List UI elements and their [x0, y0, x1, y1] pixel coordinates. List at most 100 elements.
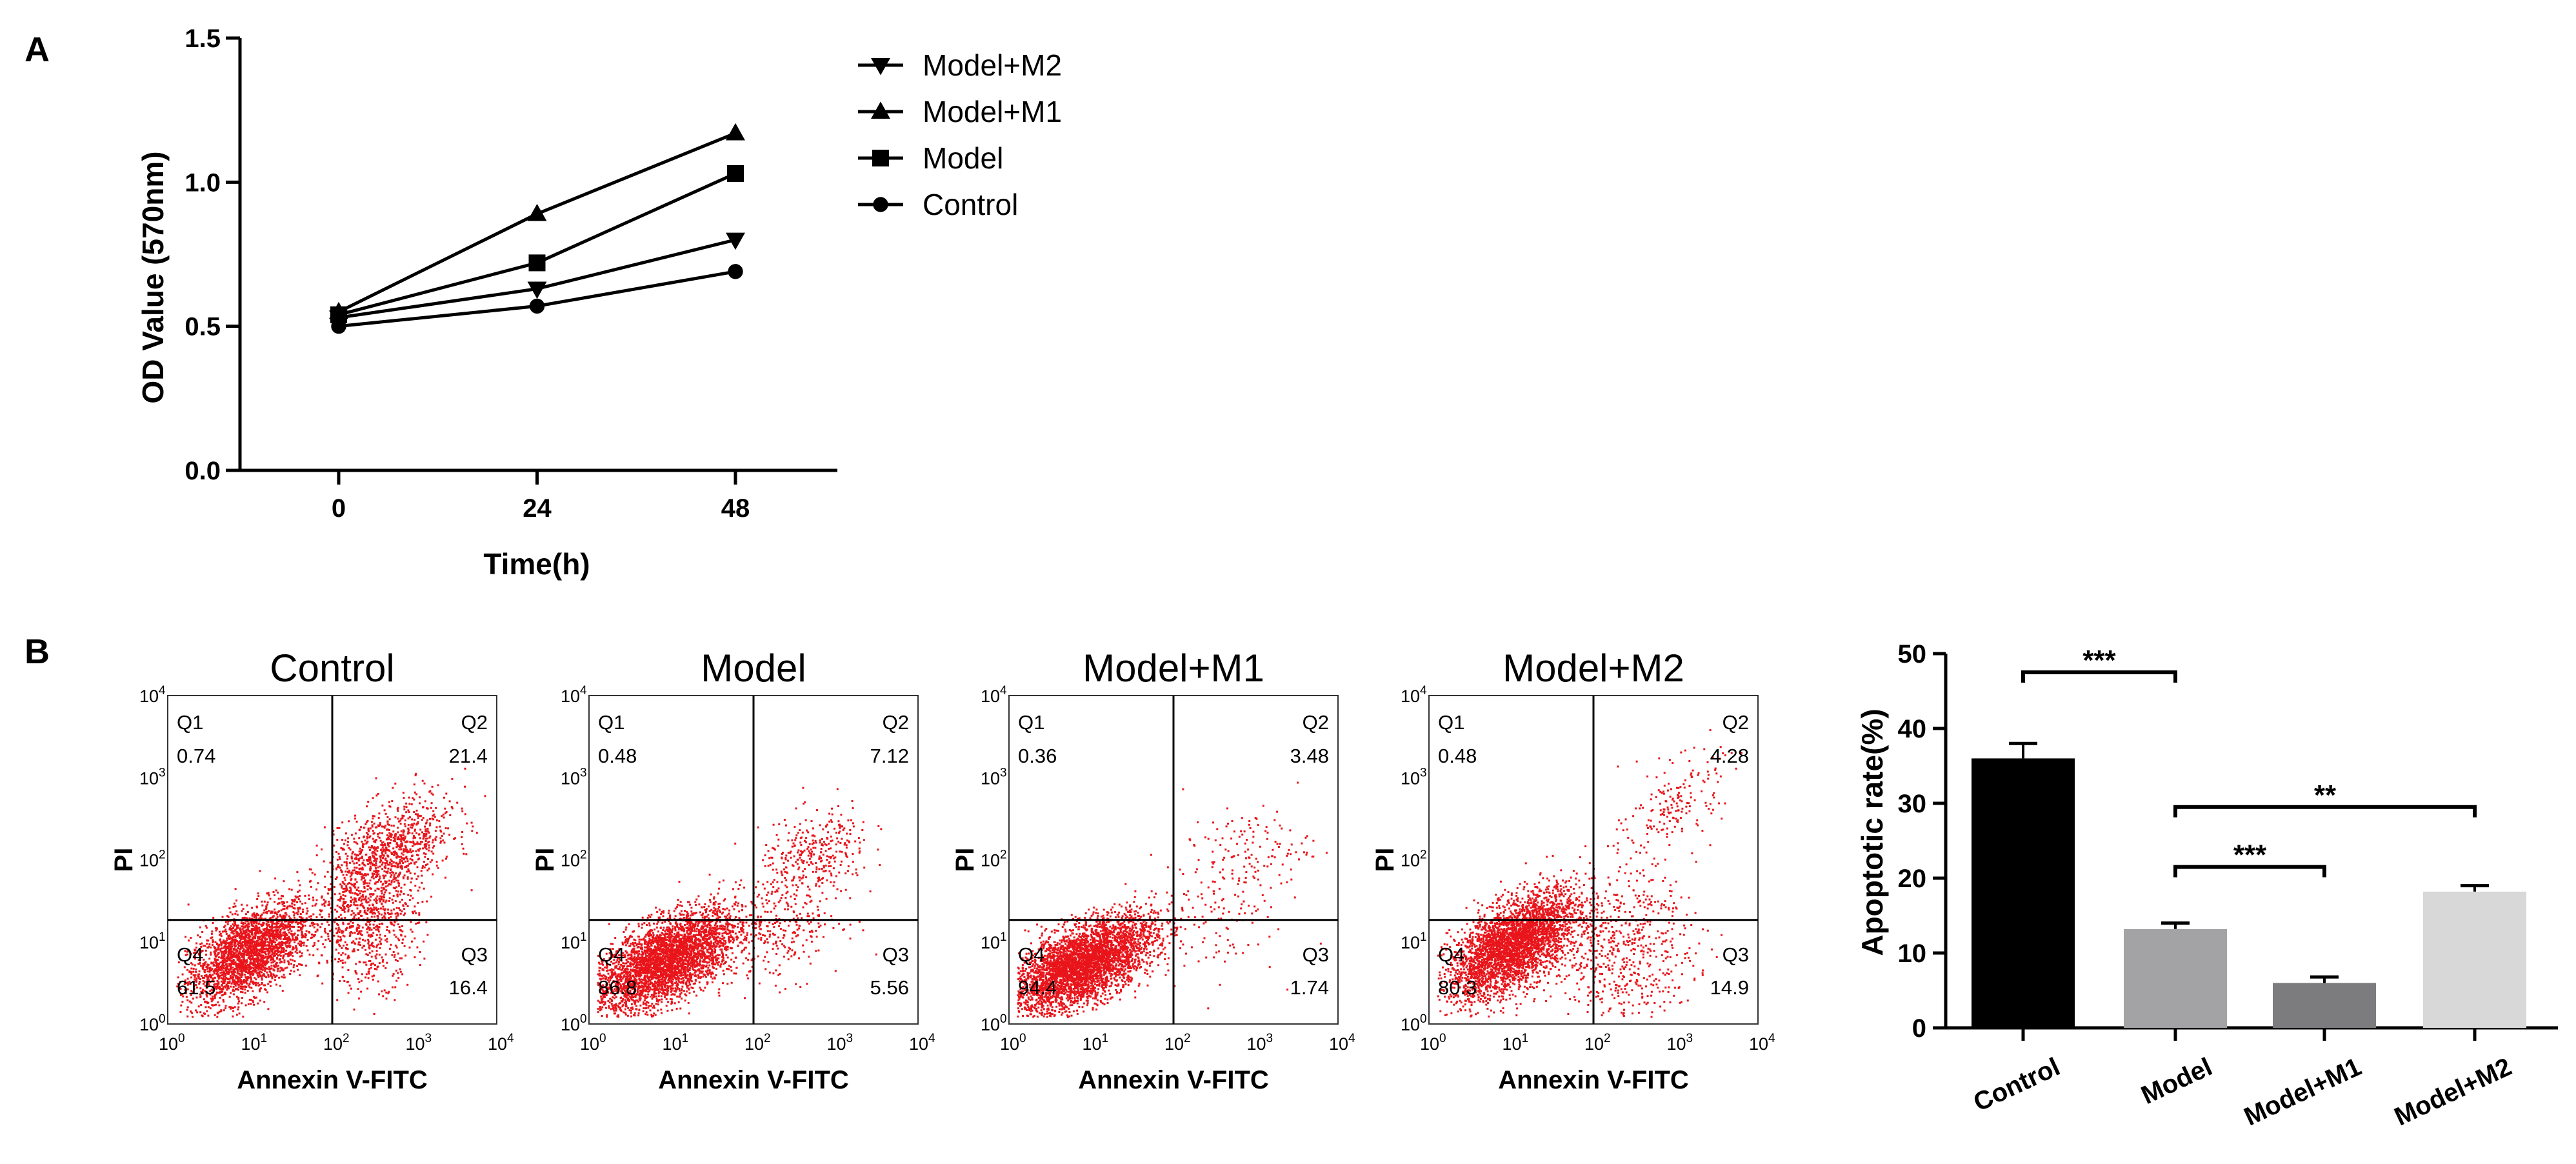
line-chart-data-point — [727, 165, 744, 182]
flow-plot-x-tick-label: 100 — [159, 1032, 185, 1054]
line-chart-data-point — [726, 123, 745, 141]
flow-plot-x-tick-label: 101 — [1083, 1032, 1109, 1054]
flow-plot-y-axis-title: PI — [1371, 848, 1399, 872]
bar-chart-bar — [1972, 758, 2075, 1028]
bar-chart-significance-bracket — [2173, 865, 2326, 878]
flow-plot-quadrant-value: 21.4 — [449, 745, 488, 767]
flow-plot-y-tick-label: 104 — [1401, 684, 1427, 706]
panel-label-a: A — [25, 30, 50, 69]
legend-label: Model+M1 — [923, 95, 1062, 128]
bar-chart-significance-label: *** — [2233, 839, 2267, 871]
flow-plot-y-tick-label: 101 — [139, 930, 166, 952]
flow-plot-x-tick-label: 103 — [1247, 1032, 1273, 1054]
panel-label-b: B — [25, 632, 50, 671]
flow-plot-x-tick-label: 102 — [744, 1032, 771, 1054]
flow-plot-title: Control — [270, 647, 394, 690]
legend-marker — [871, 57, 890, 75]
flow-plot-x-axis-title: Annexin V-FITC — [658, 1066, 849, 1094]
flow-plot-quadrant-name: Q1 — [177, 711, 203, 734]
flow-plot-dots — [1017, 781, 1328, 1018]
flow-plot-y-tick-label: 101 — [1401, 930, 1427, 952]
flow-plot-quadrant-value: 0.74 — [177, 745, 215, 767]
flow-plot-y-tick-label: 103 — [1401, 766, 1427, 788]
flow-plot-x-axis-title: Annexin V-FITC — [1078, 1066, 1269, 1094]
flow-plot-y-tick-label: 104 — [981, 684, 1007, 706]
flow-plot-x-tick-label: 104 — [909, 1032, 935, 1054]
flow-plot-quadrant-name: Q2 — [1303, 711, 1329, 734]
flow-plot-y-axis-title: PI — [531, 848, 559, 872]
flow-plot-quadrant-name: Q2 — [1722, 711, 1749, 734]
line-chart-x-tick-label: 0 — [332, 494, 346, 523]
line-chart-y-tick-label: 1.0 — [185, 168, 221, 197]
legend-label: Model — [923, 141, 1003, 175]
flow-plot-x-axis-title: Annexin V-FITC — [237, 1066, 428, 1094]
bar-chart-significance-bracket — [2173, 805, 2477, 818]
flow-plot-y-tick-label: 100 — [1401, 1012, 1427, 1034]
flow-plot-quadrant-value: 14.9 — [1710, 976, 1749, 999]
flow-plot-quadrant-value: 0.48 — [598, 745, 637, 767]
flow-plot-quadrant-name: Q4 — [598, 943, 624, 966]
flow-plot-quadrant-value: 61.5 — [177, 976, 215, 999]
flow-plot-quadrant-value: 0.36 — [1018, 745, 1057, 767]
flow-plot-x-tick-label: 101 — [663, 1032, 689, 1054]
flow-plot-x-tick-label: 100 — [1000, 1032, 1026, 1054]
flow-plot-quadrant-value: 94.4 — [1018, 976, 1057, 999]
flow-plot-x-tick-label: 104 — [1329, 1032, 1355, 1054]
line-chart-x-tick-label: 48 — [721, 494, 750, 523]
flow-plot-x-tick-label: 103 — [406, 1032, 432, 1054]
flow-plot-y-tick-label: 101 — [981, 930, 1007, 952]
flow-plot-quadrant-name: Q3 — [883, 943, 909, 966]
flow-plot-quadrant-value: 80.3 — [1438, 976, 1477, 999]
bar-chart-y-axis-title: Apoptotic rate(%) — [1855, 708, 1889, 956]
bar-chart-bar — [2273, 983, 2376, 1028]
flow-plot-dots — [597, 787, 883, 1018]
flow-plot-quadrant-name: Q3 — [461, 943, 488, 966]
bar-chart-y-tick-label: 40 — [1898, 715, 1927, 743]
flow-plot-quadrant-value: 86.8 — [598, 976, 637, 999]
legend-label: Control — [923, 188, 1018, 221]
flow-plot-quadrant-name: Q4 — [177, 943, 203, 966]
flow-plot-y-axis-title: PI — [110, 848, 138, 872]
legend-marker — [872, 150, 889, 166]
bar-chart-significance-bracket — [2021, 670, 2177, 683]
flow-plot-x-tick-label: 100 — [1420, 1032, 1446, 1054]
bar-chart-y-tick-label: 30 — [1898, 790, 1927, 818]
flow-plot-x-tick-label: 104 — [488, 1032, 514, 1054]
flow-plot-x-tick-label: 104 — [1749, 1032, 1775, 1054]
flow-plot-y-tick-label: 102 — [1401, 848, 1427, 870]
flow-plot-quadrant-name: Q4 — [1438, 943, 1464, 966]
flow-plot-x-tick-label: 100 — [580, 1032, 606, 1054]
flow-plot-y-tick-label: 103 — [981, 766, 1007, 788]
line-chart-data-point — [528, 254, 546, 272]
flow-plot-x-tick-label: 101 — [241, 1032, 268, 1054]
legend-marker — [871, 101, 890, 119]
line-chart-y-tick-label: 1.5 — [185, 25, 221, 53]
flow-plot-quadrant-name: Q1 — [1438, 711, 1464, 734]
flow-plot-y-tick-label: 100 — [561, 1012, 587, 1034]
flow-plot-y-tick-label: 101 — [561, 930, 587, 952]
flow-plot-quadrant-value: 0.48 — [1438, 745, 1477, 767]
bar-chart-x-tick-label: Model+M2 — [2390, 1052, 2516, 1131]
line-chart-y-tick-label: 0.5 — [185, 313, 221, 341]
flow-plot-y-tick-label: 103 — [139, 766, 166, 788]
flow-plot-y-tick-label: 104 — [561, 684, 587, 706]
line-chart-data-point — [728, 264, 743, 279]
line-chart-x-axis-title: Time(h) — [483, 547, 590, 581]
flow-plot-y-tick-label: 104 — [139, 684, 166, 706]
flow-plot-y-tick-label: 102 — [561, 848, 587, 870]
bar-chart-y-tick-label: 20 — [1898, 865, 1927, 893]
flow-plot-y-axis-title: PI — [951, 848, 979, 872]
flow-plot-quadrant-name: Q4 — [1018, 943, 1044, 966]
flow-plot-title: Model — [701, 647, 806, 690]
flow-plot-quadrant-value: 3.48 — [1290, 745, 1329, 767]
flow-plot-dots — [176, 767, 486, 1018]
bar-chart: Apoptotic rate(%) 0 10 20 30 40 50 Control Mode… — [1855, 640, 2558, 1131]
flow-plot-title: Model+M2 — [1503, 647, 1684, 690]
flow-plot-title: Model+M1 — [1083, 647, 1264, 690]
flow-plot-y-tick-label: 100 — [139, 1012, 166, 1034]
line-chart: OD Value (570nm) Time(h) 0.0 0.5 1.0 1.5 0 24… — [136, 25, 837, 581]
bar-chart-y-tick-label: 50 — [1898, 640, 1927, 668]
